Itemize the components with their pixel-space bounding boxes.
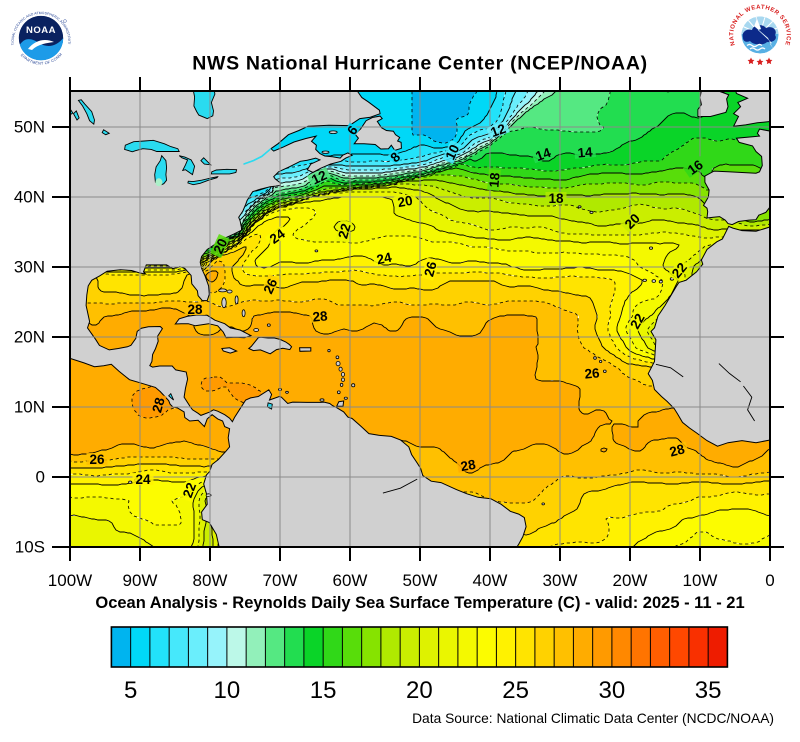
svg-text:14: 14 [577,144,594,160]
svg-text:Ocean Analysis - Reynolds Dail: Ocean Analysis - Reynolds Daily Sea Surf… [95,594,744,612]
svg-text:28: 28 [187,302,203,317]
svg-text:10W: 10W [683,571,718,590]
svg-text:40W: 40W [473,571,508,590]
svg-text:26: 26 [260,276,280,296]
svg-text:50W: 50W [403,571,438,590]
svg-text:18: 18 [548,191,564,206]
svg-text:14: 14 [534,145,554,164]
svg-text:20: 20 [406,677,433,704]
svg-text:22: 22 [627,311,648,332]
svg-text:15: 15 [310,677,337,704]
svg-text:30W: 30W [543,571,578,590]
svg-text:12: 12 [309,167,329,187]
svg-text:60W: 60W [333,571,368,590]
svg-text:100W: 100W [48,571,92,590]
svg-text:30: 30 [599,677,626,704]
svg-text:30N: 30N [14,258,45,277]
svg-text:26: 26 [89,452,105,467]
svg-text:24: 24 [375,249,393,267]
svg-text:28: 28 [668,441,687,460]
svg-text:35: 35 [695,677,722,704]
svg-text:22: 22 [335,222,353,240]
svg-text:28: 28 [459,457,477,474]
svg-text:10S: 10S [15,538,45,557]
svg-text:20N: 20N [14,328,45,347]
svg-text:22: 22 [180,481,199,500]
svg-text:NOAA: NOAA [26,25,56,36]
svg-text:24: 24 [135,472,151,487]
svg-text:10N: 10N [14,398,45,417]
svg-text:26: 26 [421,259,440,278]
svg-text:20W: 20W [613,571,648,590]
svg-text:20: 20 [210,236,230,256]
svg-text:18: 18 [486,171,502,188]
svg-text:28: 28 [312,308,329,324]
svg-text:5: 5 [124,677,137,704]
svg-text:10: 10 [442,142,462,162]
svg-text:26: 26 [584,365,601,381]
svg-text:90W: 90W [123,571,158,590]
svg-text:25: 25 [502,677,529,704]
svg-text:20: 20 [396,193,413,210]
svg-text:NWS National Hurricane Center: NWS National Hurricane Center (NCEP/NOAA… [192,53,648,75]
svg-text:0: 0 [36,468,45,487]
svg-text:40N: 40N [14,188,45,207]
svg-text:80W: 80W [193,571,228,590]
svg-text:12: 12 [489,121,508,140]
svg-text:10: 10 [214,677,241,704]
svg-text:22: 22 [669,260,690,281]
svg-text:Data Source: National Climatic: Data Source: National Climatic Data Cent… [412,711,774,726]
svg-text:70W: 70W [263,571,298,590]
svg-text:50N: 50N [14,118,45,137]
svg-text:0: 0 [765,571,774,590]
svg-text:28: 28 [149,395,168,414]
